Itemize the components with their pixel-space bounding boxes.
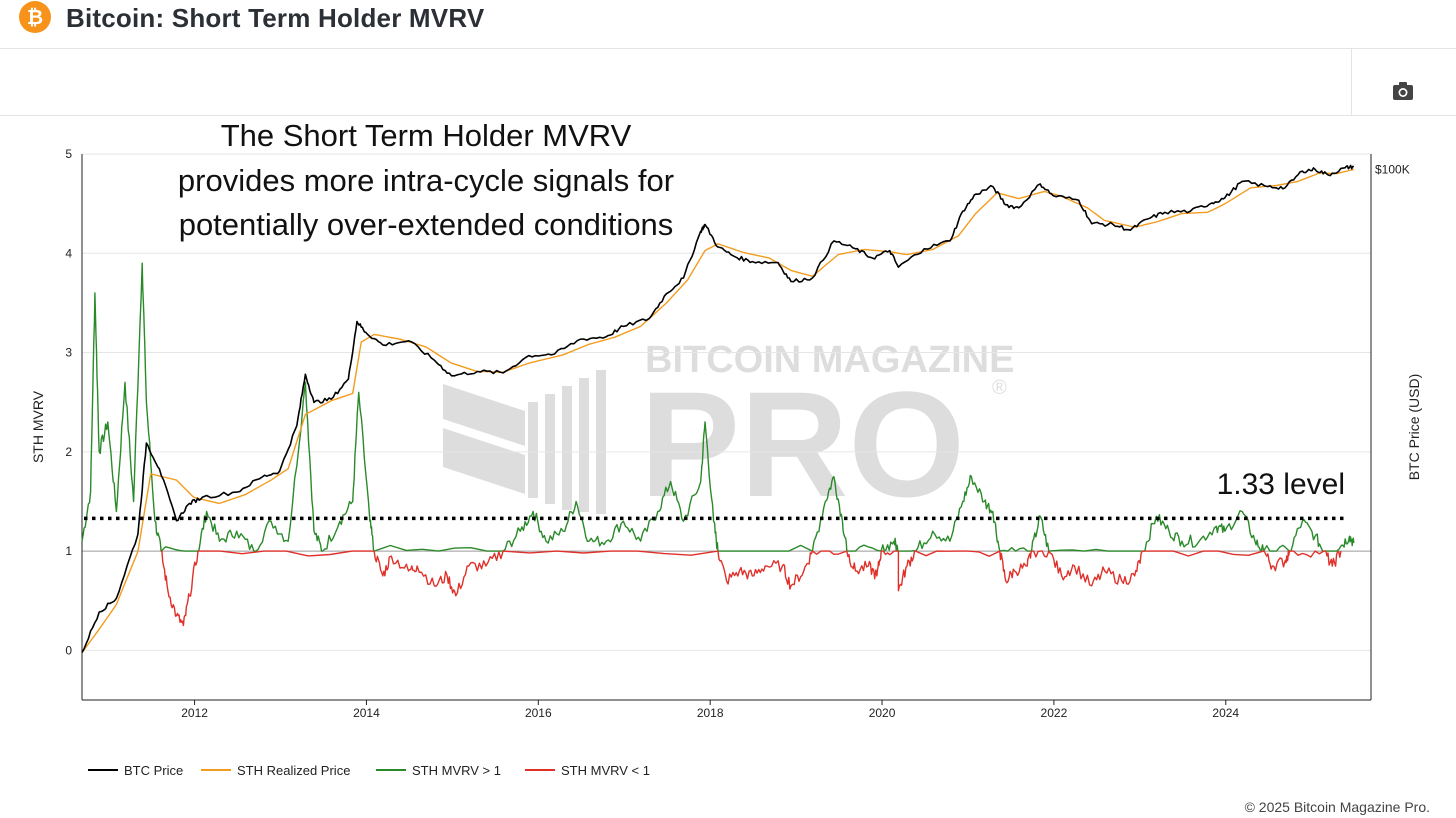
- watermark-top-text: BITCOIN MAGAZINE: [645, 339, 1014, 381]
- y-tick-labels: 0 1 2 3 4 5: [65, 147, 72, 657]
- watermark-bottom-text: PRO: [640, 360, 965, 528]
- y-tick-0: 0: [65, 643, 72, 657]
- legend-item-sth-mvrv-1[interactable]: STH MVRV < 1: [525, 763, 650, 778]
- watermark-logo-icon: [443, 370, 606, 514]
- page-title: Bitcoin: Short Term Holder MVRV: [66, 3, 485, 33]
- screenshot-button[interactable]: [1388, 79, 1418, 105]
- y-tick-2: 2: [65, 445, 72, 459]
- level-label: 1.33 level: [1217, 468, 1345, 501]
- legend-label: BTC Price: [124, 763, 183, 778]
- series-sth-realized-price: [81, 168, 1354, 654]
- series-sth-mvrv-1: [161, 550, 1342, 627]
- y-axis-label: STH MVRV: [30, 390, 46, 463]
- x-tick-2022: 2022: [1041, 706, 1068, 720]
- series-btc-price: [81, 164, 1355, 653]
- x-tick-labels: 2012 2014 2016 2018 2020 2022 2024: [181, 700, 1239, 720]
- y-tick-1: 1: [65, 544, 72, 558]
- y-tick-5: 5: [65, 147, 72, 161]
- legend-item-sth-mvrv-1[interactable]: STH MVRV > 1: [376, 763, 501, 778]
- legend-item-sth-realized-price[interactable]: STH Realized Price: [201, 763, 350, 778]
- header-bar: ₿ Bitcoin: Short Term Holder MVRV: [0, 0, 1456, 49]
- x-tick-2016: 2016: [525, 706, 552, 720]
- x-tick-2014: 2014: [353, 706, 380, 720]
- x-tick-2020: 2020: [869, 706, 896, 720]
- series-layer: [81, 164, 1355, 654]
- annotation-line-3: potentially over-extended conditions: [179, 207, 674, 242]
- watermark-reg-mark: ®: [992, 377, 1007, 399]
- annotation-line-1: The Short Term Holder MVRV: [221, 118, 632, 153]
- legend-label: STH MVRV < 1: [561, 763, 650, 778]
- legend-label: STH MVRV > 1: [412, 763, 501, 778]
- toolbar-divider: [1351, 49, 1352, 115]
- y-tick-3: 3: [65, 346, 72, 360]
- y2-tick-label: $100K: [1375, 162, 1410, 176]
- x-tick-2024: 2024: [1212, 706, 1239, 720]
- camera-icon: [1393, 82, 1413, 100]
- annotation-line-2: provides more intra-cycle signals for: [178, 163, 674, 198]
- legend: BTC Price STH Realized Price STH MVRV > 1 S…: [88, 763, 650, 778]
- copyright-text: © 2025 Bitcoin Magazine Pro.: [1244, 799, 1430, 815]
- x-tick-2012: 2012: [181, 706, 208, 720]
- watermark: BITCOIN MAGAZINE PRO ®: [443, 339, 1014, 528]
- y2-axis-label: BTC Price (USD): [1406, 374, 1422, 481]
- chart-toolbar: [0, 49, 1456, 116]
- legend-item-btc-price[interactable]: BTC Price: [88, 763, 183, 778]
- series-sth-mvrv-1: [81, 262, 1355, 552]
- bitcoin-logo-icon: ₿: [19, 1, 51, 33]
- x-tick-2018: 2018: [697, 706, 724, 720]
- y-tick-4: 4: [65, 246, 72, 260]
- legend-label: STH Realized Price: [237, 763, 350, 778]
